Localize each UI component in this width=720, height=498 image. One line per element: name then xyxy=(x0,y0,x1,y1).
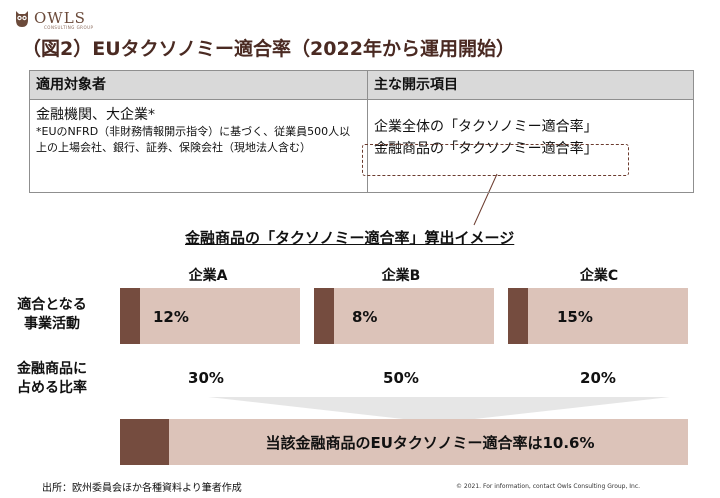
row-label-share: 金融商品に 占める比率 xyxy=(2,360,102,398)
logo-text: OWLS xyxy=(34,9,86,27)
table-header-row: 適用対象者 主な開示項目 xyxy=(29,70,694,100)
result-bar-dark xyxy=(120,419,169,465)
company-b-bar xyxy=(314,288,494,344)
row-label-share-line1: 金融商品に xyxy=(17,361,87,377)
company-a-bar xyxy=(120,288,300,344)
row-label-alignment-line2: 事業活動 xyxy=(24,316,80,332)
illustration-title: 金融商品の「タクソノミー適合率」算出イメージ xyxy=(185,229,515,247)
company-c-label: 企業C xyxy=(579,268,619,284)
disclosure-item-product: 金融商品の「タクソノミー適合率」 xyxy=(374,141,598,157)
company-c-bar xyxy=(508,288,688,344)
company-logo: OWLS CONSULTING GROUP xyxy=(14,6,93,30)
row-label-alignment-line1: 適合となる xyxy=(17,297,87,313)
row-label-alignment: 適合となる 事業活動 xyxy=(2,296,102,334)
disclosure-table: 適用対象者 主な開示項目 金融機関、大企業* *EUのNFRD（非財務情報開示指… xyxy=(29,70,694,193)
highlight-dashed-box xyxy=(362,144,629,176)
down-arrow xyxy=(208,397,670,423)
result-bar-light xyxy=(120,419,688,465)
company-b-aligned-segment xyxy=(314,288,334,344)
disclosure-item-company: 企業全体の「タクソノミー適合率」 xyxy=(374,119,598,135)
table-header-disclosure: 主な開示項目 xyxy=(367,70,694,100)
row-label-share-line2: 占める比率 xyxy=(17,380,87,396)
copyright-note: © 2021. For information, contact Owls Co… xyxy=(456,483,641,490)
target-main: 金融機関、大企業* xyxy=(36,107,155,123)
company-a-label: 企業A xyxy=(188,268,228,284)
company-c-aligned-segment xyxy=(508,288,528,344)
alignment-rate-b: 8% xyxy=(352,308,378,326)
disclosure-cell: 企業全体の「タクソノミー適合率」 金融商品の「タクソノミー適合率」 xyxy=(367,99,694,193)
company-b-label: 企業B xyxy=(381,268,421,284)
alignment-rate-c: 15% xyxy=(557,308,593,326)
target-cell: 金融機関、大企業* *EUのNFRD（非財務情報開示指令）に基づく、従業員500… xyxy=(29,99,368,193)
page-title: （図2）EUタクソノミー適合率（2022年から運用開始） xyxy=(22,38,515,60)
portfolio-share-a: 30% xyxy=(188,369,224,387)
target-note: *EUのNFRD（非財務情報開示指令）に基づく、従業員500人以上の上場会社、銀… xyxy=(36,125,351,154)
portfolio-share-b: 50% xyxy=(383,369,419,387)
owl-logo-icon xyxy=(16,11,28,27)
portfolio-share-c: 20% xyxy=(580,369,616,387)
table-header-target: 適用対象者 xyxy=(29,70,368,100)
result-text: 当該金融商品のEUタクソノミー適合率は10.6% xyxy=(265,434,595,452)
alignment-rate-a: 12% xyxy=(153,308,189,326)
table-row: 金融機関、大企業* *EUのNFRD（非財務情報開示指令）に基づく、従業員500… xyxy=(29,99,694,193)
source-note: 出所：欧州委員会ほか各種資料より筆者作成 xyxy=(42,483,242,494)
logo-subtext: CONSULTING GROUP xyxy=(44,25,94,30)
company-a-aligned-segment xyxy=(120,288,140,344)
